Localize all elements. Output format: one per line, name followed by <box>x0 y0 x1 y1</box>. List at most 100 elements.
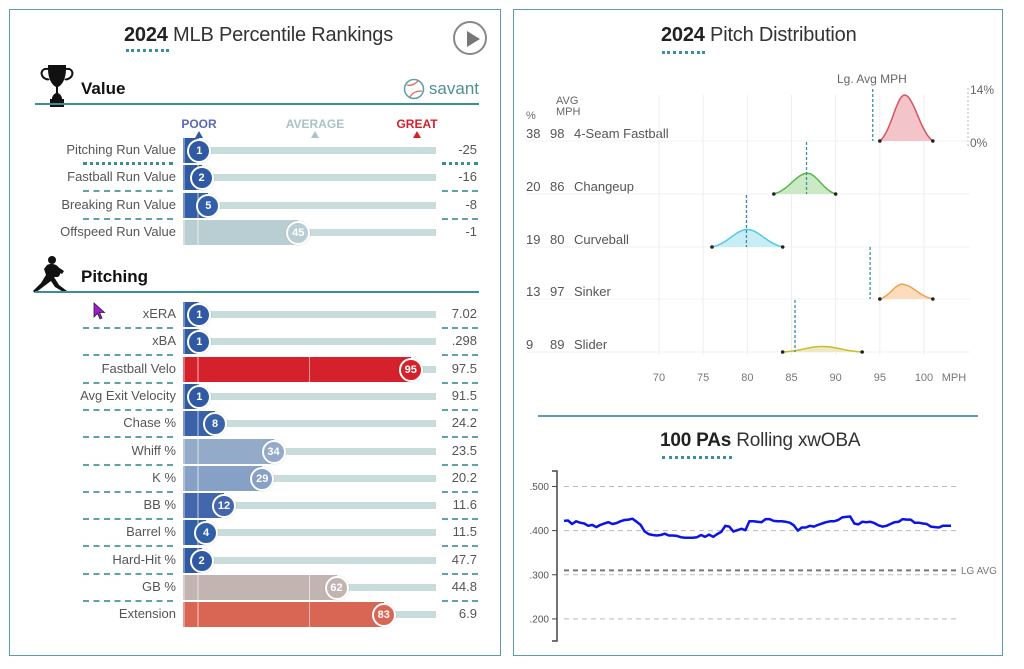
pitch-density-area <box>773 173 836 194</box>
trophy-icon <box>40 65 74 107</box>
percentile-track <box>183 447 436 455</box>
row-separator <box>83 572 173 575</box>
x-tick-label: 95 <box>873 372 886 384</box>
x-unit-label: MPH <box>941 372 967 384</box>
pitch-distribution-panel: 2024 Pitch Distribution Lg. Avg MPH % AV… <box>513 9 1003 656</box>
scale-average-text: AVERAGE <box>285 117 345 131</box>
savant-logo[interactable]: savant <box>403 78 479 100</box>
pitch-density-curve <box>879 283 933 300</box>
metric-row[interactable]: xERA 1 7.02 <box>10 302 500 329</box>
pitch-density-area <box>879 95 933 141</box>
percentile-badge: 8 <box>203 412 227 437</box>
metric-row[interactable]: Offspeed Run Value 45 -1 <box>10 219 500 245</box>
percentile-badge: 83 <box>371 603 396 628</box>
pitching-section-header: Pitching <box>33 256 479 293</box>
range-endpoint <box>833 192 838 196</box>
metric-row[interactable]: Whiff % 34 23.5 <box>10 438 500 466</box>
x-tick-label: 80 <box>741 372 754 384</box>
percentile-track <box>183 556 436 564</box>
pitch-density-curve <box>879 94 934 142</box>
percentile-track <box>183 392 436 400</box>
baseball-icon <box>403 78 425 100</box>
percentile-track <box>183 311 436 318</box>
savant-label: savant <box>428 79 479 98</box>
title-underline <box>662 456 732 459</box>
pitch-avg-mph: 86 <box>550 179 565 194</box>
scale-great: GREAT <box>382 117 452 138</box>
metric-row[interactable]: Breaking Run Value 5 -8 <box>10 192 500 220</box>
scale-poor-text: POOR <box>181 117 217 131</box>
scale-great-text: GREAT <box>396 117 438 131</box>
metric-row[interactable]: BB % 12 11.6 <box>10 493 500 521</box>
row-separator <box>442 190 478 193</box>
lg-avg-label: LG AVG <box>961 566 997 577</box>
metric-value: 97.5 <box>451 360 477 376</box>
section-divider <box>538 415 978 417</box>
percentile-bar <box>183 356 411 382</box>
value-section-label: Value <box>81 79 126 98</box>
metric-label: BB % <box>143 497 176 513</box>
metric-row[interactable]: Pitching Run Value 1 -25 <box>10 138 500 165</box>
metric-row[interactable]: Fastball Run Value 2 -16 <box>10 165 500 193</box>
pitch-name: 4-Seam Fastball <box>574 126 669 141</box>
pitching-section-label: Pitching <box>81 267 149 286</box>
percentile-rankings-title: 2024 MLB Percentile Rankings <box>124 24 393 47</box>
row-separator <box>442 545 478 548</box>
pitch-usage-pct: 9 <box>526 337 534 352</box>
metric-value: -25 <box>458 142 477 157</box>
percentile-track <box>183 147 436 154</box>
metric-row[interactable]: Extension 83 6.9 <box>10 602 500 628</box>
metric-value: 11.5 <box>452 524 477 540</box>
metric-label: Pitching Run Value <box>66 142 176 157</box>
percentile-badge: 29 <box>250 466 275 491</box>
metric-row[interactable]: Barrel % 4 11.5 <box>10 520 500 548</box>
section-rule <box>35 291 479 293</box>
percentile-badge: 4 <box>194 521 218 546</box>
pitch-usage-pct: 38 <box>526 126 541 141</box>
percentile-badge: 1 <box>187 330 212 355</box>
metric-row[interactable]: Avg Exit Velocity 1 91.5 <box>10 383 500 411</box>
pitch-name: Changeup <box>574 179 634 194</box>
metric-value: 91.5 <box>451 387 477 403</box>
metric-row[interactable]: Hard-Hit % 2 47.7 <box>10 547 500 575</box>
pitch-density-area <box>712 229 783 247</box>
y-tick-label: .300 <box>530 570 550 581</box>
rolling-xwoba-chart: .500 .400 .300 .200 LG AVG <box>530 470 997 642</box>
column-avg-mph-header: AVG MPH <box>556 96 580 118</box>
pitcher-icon <box>33 256 67 293</box>
y-tick-label: .400 <box>530 526 550 537</box>
range-endpoint <box>772 192 776 196</box>
metric-row[interactable]: Fastball Velo 95 97.5 <box>10 356 500 384</box>
x-tick-label: 85 <box>785 372 798 384</box>
pitch-usage-pct: 13 <box>526 284 541 299</box>
metric-value: -16 <box>458 169 477 185</box>
row-separator <box>83 217 173 220</box>
metric-row[interactable]: xBA 1 .298 <box>10 329 500 357</box>
xwoba-series-line <box>563 515 951 539</box>
xwoba-title-text: Rolling xwOBA <box>731 430 861 451</box>
pitch-density-curve <box>782 345 863 353</box>
pitch-avg-mph: 98 <box>550 126 565 141</box>
row-separator <box>442 381 478 384</box>
range-endpoint <box>860 350 864 354</box>
metric-value: 24.2 <box>451 415 477 431</box>
metric-row[interactable]: K % 29 20.2 <box>10 465 500 493</box>
range-endpoint <box>780 350 785 354</box>
play-button[interactable] <box>453 21 487 55</box>
metric-label: GB % <box>142 579 176 594</box>
pitch-distribution-chart <box>526 88 970 355</box>
x-tick-label: 90 <box>829 372 842 384</box>
average-marker-icon <box>311 131 319 138</box>
density-max-label: 14% <box>970 83 995 97</box>
metric-row[interactable]: GB % 62 44.8 <box>10 575 500 602</box>
metric-row[interactable]: Chase % 8 24.2 <box>10 411 500 439</box>
metric-value: -8 <box>465 196 477 212</box>
pitch-usage-pct: 20 <box>526 179 541 194</box>
percentile-badge: 1 <box>187 384 212 409</box>
range-endpoint <box>931 297 935 301</box>
title-text: MLB Percentile Rankings <box>167 24 394 46</box>
metric-label: Chase % <box>123 415 176 431</box>
metric-value: 44.8 <box>451 579 477 594</box>
row-separator <box>442 327 478 329</box>
metric-label: K % <box>152 469 176 485</box>
